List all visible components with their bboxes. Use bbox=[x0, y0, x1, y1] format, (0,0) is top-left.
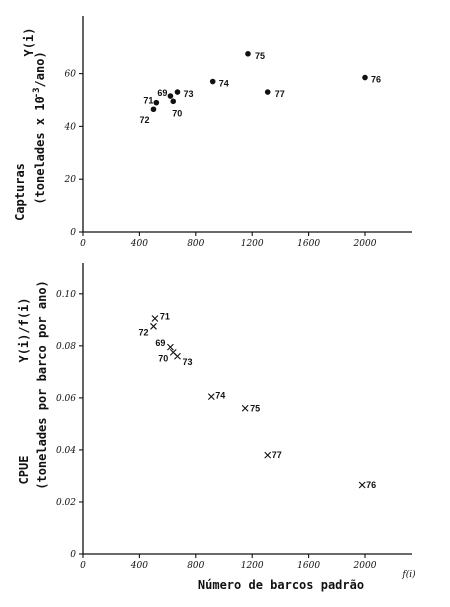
bottom-point-69 bbox=[167, 343, 174, 351]
top-point-76 bbox=[362, 74, 368, 81]
top-ylabel-line2: Capturas bbox=[13, 163, 27, 221]
top-point-label-76: 76 bbox=[371, 75, 381, 85]
top-point-75 bbox=[245, 51, 251, 57]
bottom-point-label-76: 76 bbox=[366, 480, 376, 490]
top-point-73 bbox=[174, 89, 181, 95]
bottom-y-tick-label: 0.06 bbox=[56, 394, 76, 404]
top-point-label-71: 71 bbox=[143, 96, 153, 106]
top-axes bbox=[82, 16, 412, 233]
top-point-label-77: 77 bbox=[275, 89, 285, 99]
top-x-tick-label: 1200 bbox=[241, 239, 264, 249]
bottom-x-tick-label: 800 bbox=[187, 561, 204, 571]
top-ylabel-line3-a: (tonelades x 10 bbox=[33, 96, 47, 204]
top-chart: 0 400 800 1200 1600 2000 0 20 40 60 69 70 71 72 73 74 7… bbox=[13, 16, 412, 249]
top-point-label-73: 73 bbox=[183, 89, 193, 99]
top-point-71 bbox=[153, 99, 160, 106]
bottom-ylabel-line1: Y(i)/f(i) bbox=[17, 297, 31, 362]
bottom-point-label-69: 69 bbox=[155, 338, 165, 348]
bottom-point-75 bbox=[241, 404, 249, 412]
bottom-ylabel-line3: (tonelades por barco por ano) bbox=[35, 280, 49, 490]
bottom-point-72 bbox=[150, 322, 157, 330]
bottom-y-tick-label: 0.02 bbox=[56, 498, 76, 508]
bottom-point-71 bbox=[151, 315, 159, 322]
top-point-label-74: 74 bbox=[219, 79, 229, 89]
top-y-tick-label: 40 bbox=[64, 122, 77, 132]
top-point-label-70: 70 bbox=[172, 108, 182, 118]
bottom-x-tick-label: 400 bbox=[130, 561, 148, 571]
top-y-tick-label: 0 bbox=[70, 228, 76, 238]
bottom-x-tick-label: 1600 bbox=[297, 561, 320, 571]
bottom-xlabel: Número de barcos padrão bbox=[198, 578, 364, 592]
top-point-72 bbox=[150, 106, 157, 113]
top-point-label-75: 75 bbox=[255, 51, 265, 61]
bottom-chart: 0 400 800 1200 1600 2000 0 0.02 0.04 0.06 0.08 0.10… bbox=[17, 263, 416, 592]
top-x-tick-label: 0 bbox=[80, 239, 86, 249]
bottom-point-74 bbox=[207, 393, 215, 400]
bottom-point-label-77: 77 bbox=[272, 450, 282, 460]
bottom-point-label-70: 70 bbox=[158, 353, 168, 363]
top-ylabel-line3-b: /ano) bbox=[33, 51, 47, 87]
top-y-tick-label: 20 bbox=[64, 175, 77, 185]
top-x-tick-label: 1600 bbox=[297, 239, 320, 249]
top-ylabel-line3: (tonelades x 10-3/ano) bbox=[32, 51, 47, 204]
bottom-xlabel-unit: f(i) bbox=[401, 569, 416, 580]
top-point-69 bbox=[167, 93, 174, 99]
bottom-y-tick-label: 0 bbox=[70, 550, 76, 560]
bottom-point-label-73: 73 bbox=[182, 357, 192, 367]
top-point-77 bbox=[264, 89, 271, 95]
bottom-y-tick-label: 0.08 bbox=[56, 342, 76, 352]
top-point-70 bbox=[170, 98, 177, 105]
bottom-point-76 bbox=[358, 481, 366, 489]
bottom-point-73 bbox=[174, 352, 181, 360]
top-point-label-69: 69 bbox=[157, 88, 167, 98]
top-point-label-72: 72 bbox=[140, 115, 150, 125]
bottom-point-label-71: 71 bbox=[160, 312, 170, 322]
bottom-x-tick-label: 0 bbox=[80, 561, 86, 571]
top-x-tick-label: 2000 bbox=[353, 239, 377, 249]
bottom-point-label-72: 72 bbox=[139, 327, 149, 337]
top-ylabel-line1: Y(i) bbox=[22, 28, 36, 57]
top-x-tick-label: 400 bbox=[130, 239, 148, 249]
top-y-tick-label: 60 bbox=[65, 70, 77, 80]
top-point-74 bbox=[209, 78, 216, 85]
bottom-y-tick-label: 0.10 bbox=[56, 290, 76, 300]
bottom-point-label-74: 74 bbox=[215, 391, 225, 401]
bottom-x-tick-label: 1200 bbox=[241, 561, 264, 571]
bottom-axes bbox=[82, 263, 412, 555]
bottom-x-tick-label: 2000 bbox=[353, 561, 377, 571]
bottom-ylabel-line2: CPUE bbox=[17, 456, 31, 485]
top-x-tick-label: 800 bbox=[187, 239, 204, 249]
top-ylabel-line3-exp: -3 bbox=[32, 87, 42, 98]
bottom-y-tick-label: 0.04 bbox=[56, 446, 76, 456]
bottom-point-77 bbox=[264, 451, 272, 459]
bottom-point-label-75: 75 bbox=[250, 403, 260, 413]
